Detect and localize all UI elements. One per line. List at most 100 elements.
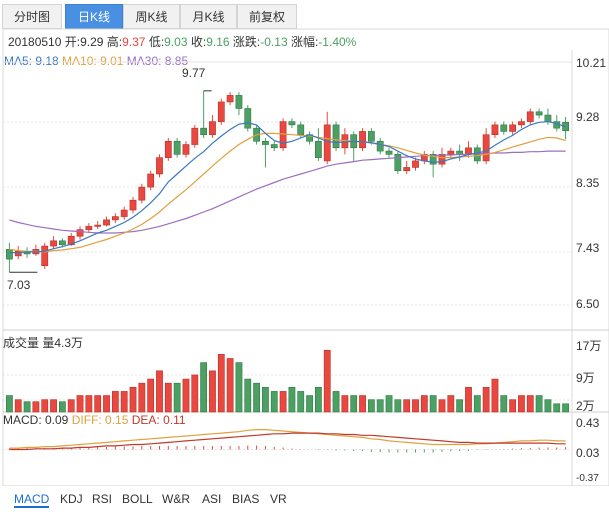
close-label: 收: bbox=[190, 35, 207, 49]
change-value: -0.13 bbox=[260, 35, 288, 49]
candle-body bbox=[14, 250, 22, 257]
candle-body bbox=[270, 144, 278, 149]
volume-bar bbox=[217, 354, 225, 413]
indicator-tab-bias[interactable]: BIAS bbox=[232, 492, 260, 506]
volume-title: 成交量 量4.3万 bbox=[3, 334, 83, 351]
volume-bar bbox=[332, 391, 340, 413]
volume-bar bbox=[209, 370, 216, 413]
pct-value: -1.40% bbox=[318, 35, 357, 49]
volume-bar bbox=[226, 358, 234, 413]
candle-body bbox=[103, 219, 110, 226]
macd-legend-diff: DIFF: 0.15 bbox=[71, 413, 129, 427]
volume-bar bbox=[465, 386, 472, 413]
candle-body bbox=[262, 140, 269, 145]
candle-body bbox=[491, 124, 499, 136]
volume-bar bbox=[526, 395, 534, 413]
candle-body bbox=[403, 167, 411, 172]
kline-chart bbox=[2, 28, 609, 486]
candle-body bbox=[376, 140, 384, 152]
volume-bar bbox=[253, 382, 260, 413]
candle-body bbox=[50, 240, 57, 247]
volume-bar bbox=[403, 399, 411, 413]
candle-body bbox=[94, 224, 102, 227]
candle-body bbox=[447, 150, 455, 155]
volume-bar bbox=[306, 395, 313, 413]
volume-bar bbox=[341, 395, 349, 413]
volume-bar bbox=[120, 391, 128, 413]
volume-bar bbox=[50, 399, 57, 413]
period-tabs: 分时图 日K线 周K线 月K线 前复权 bbox=[0, 0, 609, 30]
price-axis-label-4: 7.43 bbox=[576, 241, 600, 255]
moving-average-lines bbox=[9, 120, 566, 254]
macd-axis-label-2: 0.03 bbox=[576, 446, 600, 460]
candle-body bbox=[129, 199, 137, 211]
candle-body bbox=[156, 157, 163, 175]
open-label: 开: bbox=[64, 35, 81, 49]
indicator-tab-wr[interactable]: W&R bbox=[162, 492, 190, 506]
indicator-tab-macd[interactable]: MACD bbox=[14, 492, 50, 508]
volume-bar bbox=[553, 403, 561, 413]
indicator-tab-asi[interactable]: ASI bbox=[202, 492, 222, 506]
candle-body bbox=[518, 121, 525, 126]
candlestick-series bbox=[6, 90, 569, 273]
volume-bar bbox=[32, 401, 40, 413]
volume-bar bbox=[315, 386, 322, 413]
volume-bar bbox=[85, 395, 93, 413]
volume-bar bbox=[94, 395, 102, 413]
tab-timeshare[interactable]: 分时图 bbox=[2, 4, 62, 29]
ma10-line bbox=[9, 132, 566, 253]
volume-bar bbox=[535, 395, 543, 413]
volume-bar bbox=[235, 362, 243, 413]
volume-bar bbox=[270, 391, 278, 413]
high-label: 高: bbox=[106, 35, 123, 49]
candle-body bbox=[544, 114, 552, 122]
high-value: 9.37 bbox=[122, 35, 146, 49]
candle-body bbox=[76, 229, 84, 237]
indicator-tabs: MACD KDJ RSI BOLL W&R ASI BIAS VR bbox=[0, 486, 609, 512]
candle-body bbox=[500, 124, 508, 132]
indicator-tab-kdj[interactable]: KDJ bbox=[60, 492, 83, 506]
candle-body bbox=[138, 186, 146, 201]
candle-body bbox=[6, 249, 13, 260]
volume-axis-label-3: 2万 bbox=[576, 399, 595, 413]
candle-body bbox=[244, 108, 252, 129]
dea-line bbox=[9, 432, 566, 451]
volume-bar bbox=[482, 386, 490, 413]
candle-body bbox=[412, 160, 419, 168]
volume-bar bbox=[394, 399, 402, 413]
volume-title-text: 成交量 bbox=[3, 336, 40, 350]
close-value: 9.16 bbox=[206, 35, 230, 49]
indicator-tab-boll[interactable]: BOLL bbox=[122, 492, 153, 506]
price-axis-label-3: 8.35 bbox=[576, 176, 600, 190]
indicator-tab-rsi[interactable]: RSI bbox=[92, 492, 113, 506]
volume-bar bbox=[518, 395, 525, 413]
candle-body bbox=[111, 216, 119, 221]
volume-bar bbox=[385, 395, 393, 413]
candle-body bbox=[323, 124, 331, 162]
volume-bar bbox=[456, 399, 464, 413]
macd-legend-macd: MACD: 0.09 bbox=[3, 413, 69, 427]
price-axis-label-2: 9.28 bbox=[576, 110, 600, 124]
candle-body bbox=[209, 121, 216, 136]
volume-bar bbox=[14, 399, 22, 413]
volume-bar bbox=[562, 403, 569, 413]
volume-bar bbox=[297, 391, 305, 413]
price-axis-label-5: 6.50 bbox=[576, 297, 600, 311]
ma-legend: MA5: 9.18 MA10: 9.01 MA30: 8.85 bbox=[4, 54, 188, 68]
candle-body bbox=[120, 209, 128, 217]
volume-bar bbox=[76, 395, 84, 413]
volume-bar bbox=[262, 386, 269, 413]
tab-adjusted[interactable]: 前复权 bbox=[237, 4, 297, 29]
candle-body bbox=[535, 111, 543, 116]
chart-frame bbox=[2, 28, 609, 486]
tab-weekly-k[interactable]: 周K线 bbox=[123, 4, 180, 29]
candle-body bbox=[465, 147, 472, 155]
volume-bar bbox=[491, 378, 499, 413]
volume-bar bbox=[412, 399, 419, 413]
volume-bar bbox=[164, 382, 172, 413]
volume-bar bbox=[182, 378, 190, 413]
candle-body bbox=[147, 173, 155, 188]
indicator-tab-vr[interactable]: VR bbox=[270, 492, 287, 506]
volume-bar bbox=[200, 362, 208, 413]
volume-bar bbox=[367, 399, 375, 413]
